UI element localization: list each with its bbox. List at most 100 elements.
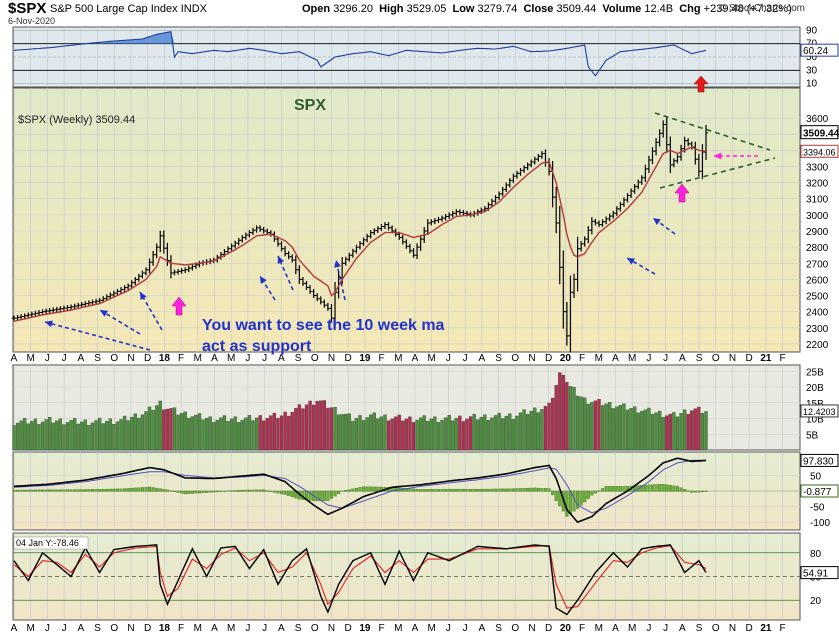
volume-bar <box>604 403 608 451</box>
macd-histogram-bar <box>565 490 569 517</box>
volume-bar <box>636 412 640 451</box>
wedge-upper-line <box>654 112 771 151</box>
macd-histogram-bar <box>679 487 683 492</box>
volume-bar <box>15 422 20 451</box>
macd-histogram-bar <box>155 487 159 492</box>
wedge-lower-line <box>659 157 776 189</box>
x-tick-label: 18 <box>159 353 171 364</box>
macd-histogram-bar <box>208 490 212 493</box>
volume-tick-label: 5B <box>806 430 819 441</box>
macd-histogram-bar <box>515 488 519 492</box>
volume-bar <box>108 418 112 451</box>
macd-histogram-bar <box>654 484 658 492</box>
volume-bar <box>490 417 494 451</box>
macd-histogram-bar <box>123 488 127 492</box>
volume-bar <box>654 412 658 451</box>
macd-histogram-bar <box>490 488 494 492</box>
macd-histogram-bar <box>697 490 701 493</box>
volume-bar <box>675 416 680 451</box>
volume-bar <box>643 409 648 451</box>
price-tick-label: 3100 <box>806 195 829 206</box>
macd-histogram-bar <box>80 489 84 492</box>
macd-histogram-bar <box>62 489 66 492</box>
x-tick-label: J <box>262 353 267 364</box>
volume-bar <box>155 405 159 451</box>
macd-histogram-bar <box>19 489 23 492</box>
x-tick-label-bottom: A <box>412 623 419 634</box>
macd-histogram-bar <box>315 490 319 502</box>
volume-bar <box>451 420 455 451</box>
macd-histogram-bar <box>180 490 184 494</box>
high-value: 3529.05 <box>406 3 447 15</box>
x-tick-label: A <box>211 353 218 364</box>
volume-bar <box>62 424 66 451</box>
macd-histogram-bar <box>340 490 344 492</box>
price-panel <box>12 116 708 353</box>
x-tick-label: J <box>62 353 67 364</box>
volume-bar <box>51 422 55 451</box>
macd-histogram-bar <box>30 489 34 492</box>
ohlc-summary: Open 3296.20 High 3529.05 Low 3279.74 Cl… <box>302 3 792 15</box>
x-tick-label: O <box>110 353 118 364</box>
macd-histogram-bar <box>333 490 337 497</box>
x-tick-label-bottom: F <box>178 623 184 634</box>
volume-bar <box>87 425 91 451</box>
macd-histogram-bar <box>108 488 112 492</box>
macd-histogram-bar <box>415 489 419 492</box>
x-tick-label-bottom: F <box>780 623 786 634</box>
volume-bar <box>219 417 223 451</box>
macd-histogram-bar <box>522 488 526 492</box>
macd-histogram-bar <box>365 486 369 492</box>
x-tick-label-bottom: M <box>27 623 35 634</box>
rsi-tick-label: 30 <box>806 65 818 76</box>
volume-bar <box>201 419 205 451</box>
volume-bar <box>144 411 148 451</box>
volume-bar <box>547 402 551 451</box>
macd-histogram-bar <box>55 489 59 492</box>
x-tick-label-bottom: A <box>478 623 485 634</box>
macd-histogram-bar <box>240 489 244 492</box>
macd-histogram-bar <box>265 490 269 492</box>
stochastic-panel <box>13 544 707 616</box>
volume-bar <box>486 420 491 451</box>
volume-bar <box>122 415 127 451</box>
rsi-last-value-box <box>800 43 839 57</box>
volume-bar <box>172 407 177 451</box>
volume-bar <box>540 409 544 451</box>
x-tick-label: A <box>77 353 84 364</box>
macd-histogram-bar <box>287 490 291 496</box>
macd-histogram-bar <box>615 486 619 492</box>
volume-bar <box>336 414 341 451</box>
volume-bar <box>187 417 191 451</box>
volume-bar <box>515 415 519 451</box>
volume-bar <box>262 420 266 451</box>
volume-bar <box>640 411 644 451</box>
macd-tick-label: 50 <box>810 471 822 482</box>
macd-hist-last-box <box>800 484 839 498</box>
volume-bar <box>650 414 655 451</box>
volume-bar <box>593 400 598 451</box>
macd-histogram-bar <box>347 489 351 492</box>
volume-bar <box>533 407 537 451</box>
macd-signal-line <box>13 459 707 514</box>
volume-bar <box>565 382 569 451</box>
macd-histogram-bar <box>176 490 180 493</box>
volume-bar <box>76 423 80 451</box>
x-tick-label-bottom: F <box>579 623 585 634</box>
volume-bar <box>80 421 84 451</box>
price-tick-label: 2800 <box>806 243 829 254</box>
blue-arrow-3-head <box>140 292 147 300</box>
volume-bar <box>629 408 633 451</box>
volume-bar <box>600 405 605 451</box>
volume-bar <box>204 418 209 451</box>
macd-histogram-bar <box>583 490 587 503</box>
rsi-tick-label: 10 <box>806 79 818 90</box>
macd-histogram-bar <box>465 488 469 492</box>
volume-bar <box>212 422 216 451</box>
macd-histogram-bar <box>658 484 662 492</box>
x-tick-label-bottom: O <box>511 623 519 634</box>
volume-bar <box>354 418 359 451</box>
volume-value: 12.4B <box>644 3 674 15</box>
macd-histogram-bar <box>436 489 441 492</box>
